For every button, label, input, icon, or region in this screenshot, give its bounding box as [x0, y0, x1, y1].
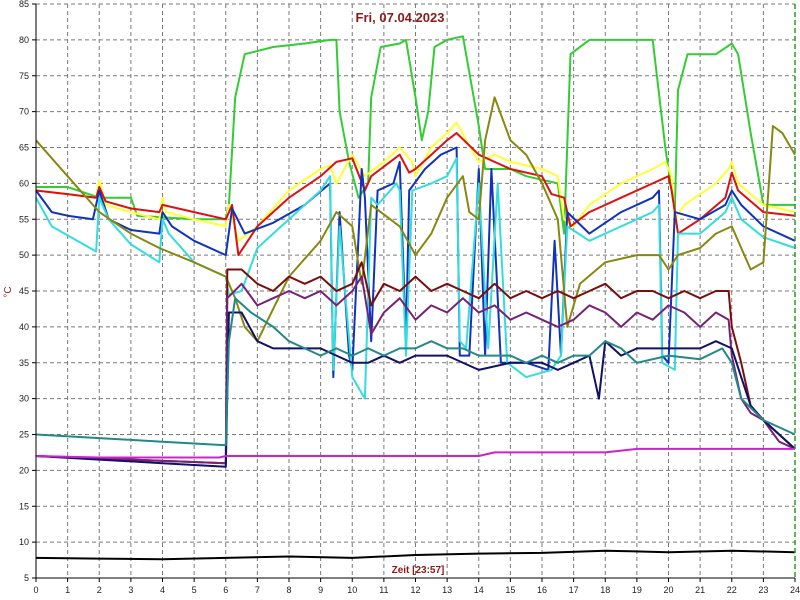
x-tick-label: 5 [192, 585, 197, 595]
series-line-1 [36, 35, 795, 235]
axes: 0 1 2 3 4 5 6 7 8 9 10 11 12 13 14 15 16 17 18 19 20 21 22 23 24… [19, 0, 800, 595]
series-lines [35, 35, 796, 561]
chart-title: Fri, 07.04.2023 [356, 10, 445, 25]
x-tick-label: 24 [790, 585, 800, 595]
x-tick-label: 22 [727, 585, 737, 595]
y-tick-label: 40 [19, 322, 29, 332]
y-tick-label: 5 [24, 573, 29, 583]
y-tick-label: 55 [19, 214, 29, 224]
x-tick-label: 7 [255, 585, 260, 595]
y-axis-label: °C [3, 286, 14, 297]
x-tick-label: 21 [695, 585, 705, 595]
series-line-11 [35, 447, 795, 459]
series-line-10 [35, 297, 796, 447]
series-line-9 [35, 311, 796, 468]
x-tick-label: 19 [632, 585, 642, 595]
y-tick-label: 50 [19, 250, 29, 260]
y-tick-label: 85 [19, 0, 29, 9]
y-tick-label: 60 [19, 178, 29, 188]
x-tick-label: 6 [223, 585, 228, 595]
series-line-3 [35, 132, 796, 257]
series-line-12 [35, 549, 796, 561]
x-tick-label: 9 [318, 585, 323, 595]
x-tick-label: 14 [474, 585, 484, 595]
time-annotation: Zeit [23:57] [392, 565, 445, 576]
grid [36, 3, 795, 579]
y-tick-label: 20 [19, 465, 29, 475]
x-tick-label: 18 [600, 585, 610, 595]
x-tick-label: 17 [569, 585, 579, 595]
x-tick-label: 3 [128, 585, 133, 595]
x-tick-label: 16 [537, 585, 547, 595]
x-tick-label: 4 [160, 585, 165, 595]
x-tick-label: 8 [286, 585, 291, 595]
series-line-7 [35, 261, 796, 465]
y-tick-label: 35 [19, 358, 29, 368]
x-tick-label: 10 [347, 585, 357, 595]
y-tick-label: 30 [19, 394, 29, 404]
x-tick-label: 13 [442, 585, 452, 595]
y-tick-label: 45 [19, 286, 29, 296]
series-line-6 [35, 96, 796, 343]
x-tick-label: 20 [663, 585, 673, 595]
x-tick-label: 0 [33, 585, 38, 595]
y-tick-label: 15 [19, 501, 29, 511]
x-tick-label: 12 [410, 585, 420, 595]
x-tick-label: 2 [97, 585, 102, 595]
y-tick-label: 10 [19, 537, 29, 547]
x-tick-label: 23 [758, 585, 768, 595]
x-tick-label: 11 [379, 585, 388, 595]
y-tick-label: 70 [19, 107, 29, 117]
series-line-8 [35, 275, 796, 465]
y-tick-label: 75 [19, 71, 29, 81]
y-tick-label: 65 [19, 143, 29, 153]
series-line-4 [35, 146, 796, 379]
x-tick-label: 15 [505, 585, 515, 595]
y-tick-label: 25 [19, 430, 29, 440]
y-tick-label: 80 [19, 35, 29, 45]
x-tick-label: 1 [65, 585, 70, 595]
